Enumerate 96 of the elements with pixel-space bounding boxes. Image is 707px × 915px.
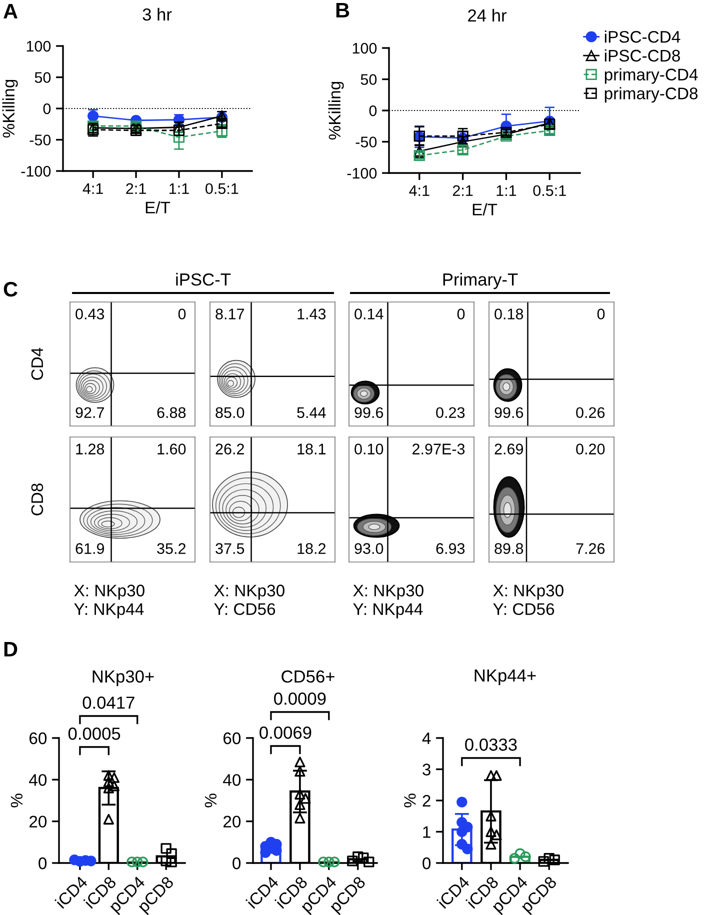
text: 1.60: [158, 444, 186, 454]
text: 37.5: [216, 543, 244, 554]
text: 0: [597, 308, 605, 320]
annotation: 0.0333: [465, 738, 517, 751]
text: 6.93: [436, 543, 465, 554]
text: 93.0: [354, 543, 384, 554]
text: 0.43: [76, 308, 104, 320]
y-tick-label: 0: [422, 857, 431, 870]
x-tick-label: 1:1: [170, 183, 189, 194]
text: 0: [457, 308, 465, 320]
text: 0.0417: [82, 696, 134, 709]
text: X: NKp30 Y: CD56: [214, 584, 284, 616]
y-tick-label: 1: [423, 826, 430, 838]
legend-label: iPSC-CD4: [604, 30, 680, 43]
text: X: NKp30 Y: CD56: [493, 584, 564, 616]
y-tick-label: 60: [224, 732, 241, 744]
y-tick-label: 40: [223, 774, 241, 786]
text: 6.88: [157, 407, 186, 418]
legend-label: primary-CD8: [604, 87, 698, 103]
x-axis-title: E/T: [472, 203, 498, 216]
text: 0.20: [576, 444, 605, 454]
text: 5.44: [297, 407, 326, 418]
y-tick-label: -50: [356, 136, 377, 148]
text: X: NKp30 Y: NKp44: [74, 584, 144, 618]
text: 61.9: [76, 543, 104, 554]
text: 1.28: [76, 444, 104, 454]
text: 26.2: [216, 444, 244, 454]
y-axis-title: %Killing: [2, 80, 18, 138]
y-axis-title: %: [404, 794, 416, 808]
text: 99.6: [354, 407, 384, 418]
text: 8.17: [216, 308, 244, 320]
text: 0.0009: [274, 692, 326, 705]
text: Primary-T: [443, 272, 518, 290]
text: D: [4, 642, 18, 656]
x-tick-label: 4:1: [409, 185, 430, 196]
chart-title: 3 hr: [142, 8, 172, 21]
text: C: [4, 282, 18, 297]
y-tick-label: -100: [347, 168, 377, 179]
text: 2.69: [494, 444, 524, 454]
y-tick-label: 60: [30, 732, 47, 744]
chart-title: CD56+: [282, 670, 334, 683]
y-axis-title: %: [10, 794, 23, 808]
y-tick-label: 100: [352, 42, 377, 54]
y-tick-label: 0: [38, 857, 47, 870]
text: CD4: [31, 348, 44, 380]
y-tick-label: 0: [369, 105, 377, 116]
x-tick-label: 0.5:1: [533, 185, 566, 196]
legend-label: primary-CD4: [604, 68, 698, 84]
y-tick-label: -50: [30, 134, 51, 146]
y-tick-label: 20: [223, 816, 241, 828]
y-axis-title: %: [204, 794, 217, 808]
y-tick-label: 100: [26, 40, 51, 52]
text: 0.14: [354, 308, 384, 320]
text: 0: [178, 308, 186, 320]
text: iPSC-T: [176, 272, 231, 286]
text: 0.18: [494, 308, 524, 320]
text: 35.2: [157, 543, 186, 554]
text: 99.6: [494, 407, 524, 418]
y-tick-label: 50: [360, 74, 377, 85]
y-tick-label: -100: [21, 166, 51, 177]
y-tick-label: 2: [422, 794, 430, 807]
y-axis-title: %Killing: [328, 82, 344, 140]
chart-title: NKp44+: [474, 670, 536, 686]
text: 85.0: [216, 407, 244, 418]
y-tick-label: 40: [29, 774, 47, 786]
y-tick-label: 4: [422, 732, 431, 744]
text: A: [4, 4, 18, 18]
text: B: [336, 3, 350, 18]
text: CD8: [31, 484, 44, 516]
text: 0.23: [436, 407, 465, 418]
x-tick-label: 0.5:1: [206, 183, 238, 194]
annotation: 0.0005: [68, 728, 120, 740]
y-tick-label: 20: [29, 816, 47, 828]
x-tick-label: 4:1: [82, 183, 103, 194]
text: 1.43: [298, 308, 326, 320]
chart-title: 24 hr: [468, 8, 506, 22]
text: 0.26: [576, 407, 605, 418]
annotation: 0.0069: [260, 726, 312, 739]
x-tick-label: 2:1: [126, 183, 146, 194]
chart-title: NKp30+: [92, 670, 154, 686]
legend-label: iPSC-CD8: [604, 49, 680, 62]
text: X: NKp30 Y: NKp44: [353, 584, 424, 618]
x-tick-label: 1:1: [496, 185, 516, 196]
y-tick-label: 50: [34, 72, 51, 83]
x-axis-title: E/T: [146, 201, 170, 214]
text: 89.8: [494, 543, 524, 554]
text: 18.1: [298, 444, 326, 454]
x-tick-label: 2:1: [452, 185, 473, 196]
text: 0.10: [354, 444, 384, 454]
y-tick-label: 0: [232, 857, 241, 870]
y-tick-label: 0: [43, 103, 51, 114]
text: 92.7: [76, 407, 104, 418]
text: 18.2: [298, 543, 326, 554]
text: 7.26: [576, 543, 605, 554]
text: 2.97E-3: [412, 444, 465, 454]
y-tick-label: 3: [422, 764, 430, 776]
